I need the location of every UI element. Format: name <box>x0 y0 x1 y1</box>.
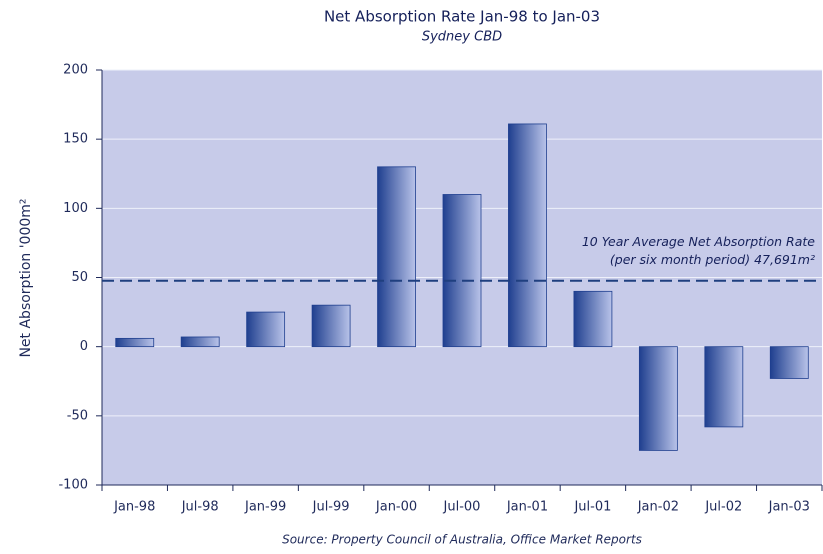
x-tick-label: Jan-00 <box>375 500 417 515</box>
bar <box>769 346 809 379</box>
y-tick-label: 200 <box>63 63 88 78</box>
bar <box>442 194 482 348</box>
x-tick-label: Jan-99 <box>244 500 286 515</box>
y-tick-label: 150 <box>63 132 88 147</box>
bar <box>573 290 613 348</box>
x-tick-label: Jul-99 <box>312 500 350 515</box>
x-tick-label: Jan-03 <box>768 500 810 515</box>
bar <box>704 346 744 428</box>
bar <box>638 346 678 451</box>
bar <box>180 336 220 348</box>
x-tick-label: Jul-98 <box>181 500 219 515</box>
x-tick-label: Jul-02 <box>704 500 742 515</box>
y-axis-label: Net Absorption '000m² <box>18 198 34 357</box>
x-tick-label: Jan-98 <box>113 500 155 515</box>
bar <box>115 337 155 348</box>
chart-subtitle: Sydney CBD <box>422 30 502 45</box>
x-tick-label: Jan-02 <box>637 500 679 515</box>
x-tick-label: Jul-00 <box>443 500 481 515</box>
y-tick-label: 50 <box>71 270 88 285</box>
bar <box>311 304 351 348</box>
chart-title: Net Absorption Rate Jan-98 to Jan-03 <box>324 8 600 26</box>
x-tick-label: Jul-01 <box>573 500 611 515</box>
average-label: 10 Year Average Net Absorption Rate <box>582 234 815 249</box>
average-label: (per six month period) 47,691m² <box>610 252 815 267</box>
x-tick-label: Jan-01 <box>506 500 548 515</box>
bar <box>508 123 547 348</box>
y-tick-label: 100 <box>63 201 88 216</box>
source: Source: Property Council of Australia, O… <box>282 533 642 547</box>
bar <box>377 166 416 348</box>
y-tick-label: -100 <box>58 478 88 493</box>
bar <box>246 311 286 348</box>
y-tick-label: -50 <box>67 408 88 423</box>
y-tick-label: 0 <box>80 339 88 354</box>
